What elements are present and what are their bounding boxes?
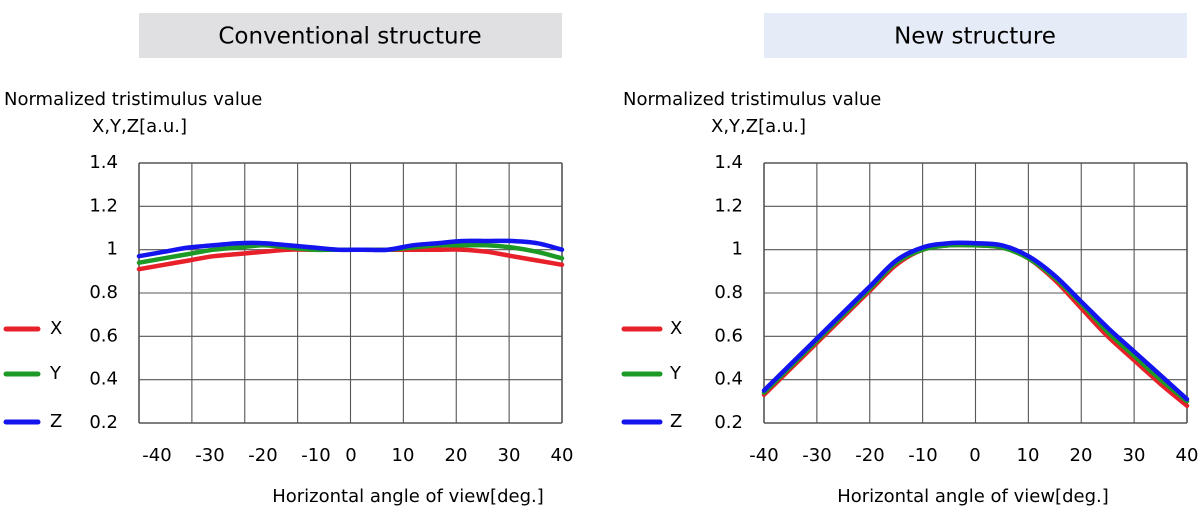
x-tick-label: 30 <box>1123 445 1146 466</box>
x-tick-label: 10 <box>1017 445 1040 466</box>
x-tick-label: 20 <box>445 445 468 466</box>
legend-label-z: Z <box>670 411 682 432</box>
x-ticks: -40 -30 -20 -10 0 10 20 30 40 <box>142 445 573 466</box>
y-tick-label: 1.2 <box>89 195 118 216</box>
y-ticks: 1.4 1.2 1 0.8 0.6 0.4 0.2 <box>89 152 118 433</box>
grid <box>763 162 1188 424</box>
y-tick-label: 1 <box>107 239 118 260</box>
x-tick-label: 40 <box>1176 445 1199 466</box>
series-lines <box>761 240 1190 408</box>
y-tick-label: 0.2 <box>714 412 743 433</box>
x-tick-label: -20 <box>855 445 884 466</box>
legend-label-x: X <box>50 318 62 339</box>
y-axis-title: Normalized tristimulus value <box>4 89 262 110</box>
x-tick-label: 20 <box>1070 445 1093 466</box>
legend-label-x: X <box>670 318 682 339</box>
x-tick-label: 0 <box>969 445 980 466</box>
y-tick-label: 0.4 <box>89 369 118 390</box>
x-tick-label: 30 <box>498 445 521 466</box>
y-tick-label: 0.8 <box>714 282 743 303</box>
y-tick-label: 0.8 <box>89 282 118 303</box>
x-tick-label: -10 <box>908 445 937 466</box>
x-tick-label: -40 <box>142 445 171 466</box>
panel-title-bar <box>764 13 1187 58</box>
series-line-z <box>761 240 1190 402</box>
x-tick-label: -30 <box>802 445 831 466</box>
y-axis-units: X,Y,Z[a.u.] <box>92 116 187 137</box>
panel-title: Conventional structure <box>218 24 481 50</box>
x-tick-label: -30 <box>195 445 224 466</box>
legend-label-z: Z <box>50 411 62 432</box>
y-tick-label: 0.6 <box>714 325 743 346</box>
y-tick-label: 1 <box>732 239 743 260</box>
legend-label-y: Y <box>669 363 682 384</box>
x-tick-label: 40 <box>551 445 574 466</box>
x-tick-label: -10 <box>301 445 330 466</box>
x-axis-title: Horizontal angle of view[deg.] <box>272 486 544 507</box>
x-ticks: -40 -30 -20 -10 0 10 20 30 40 <box>749 445 1198 466</box>
legend-label-y: Y <box>49 363 62 384</box>
y-axis-units: X,Y,Z[a.u.] <box>711 116 806 137</box>
panel-title: New structure <box>894 24 1056 50</box>
grid <box>138 162 563 424</box>
y-tick-label: 0.6 <box>89 325 118 346</box>
y-tick-label: 1.4 <box>89 152 118 173</box>
series-lines <box>136 238 565 272</box>
x-tick-label: 0 <box>345 445 356 466</box>
panel-title-bar <box>139 13 562 58</box>
x-tick-label: -20 <box>248 445 277 466</box>
x-tick-label: 10 <box>392 445 415 466</box>
conventional-structure-panel: Conventional structure Normalized tristi… <box>3 13 573 507</box>
y-tick-label: 1.2 <box>714 195 743 216</box>
y-tick-label: 0.4 <box>714 369 743 390</box>
y-tick-label: 1.4 <box>714 152 743 173</box>
legend: X Y Z <box>621 318 682 432</box>
series-line-z <box>136 238 565 259</box>
new-structure-panel: New structure Normalized tristimulus val… <box>621 13 1198 507</box>
x-axis-title: Horizontal angle of view[deg.] <box>837 486 1109 507</box>
y-tick-label: 0.2 <box>89 412 118 433</box>
y-ticks: 1.4 1.2 1 0.8 0.6 0.4 0.2 <box>714 152 743 433</box>
x-tick-label: -40 <box>749 445 778 466</box>
legend: X Y Z <box>3 318 62 432</box>
y-axis-title: Normalized tristimulus value <box>623 89 881 110</box>
